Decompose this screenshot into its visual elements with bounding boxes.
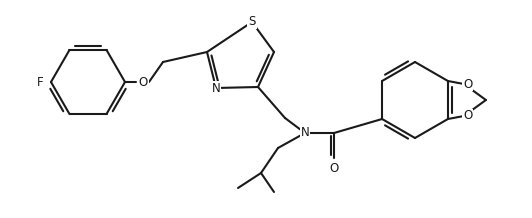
Text: O: O xyxy=(463,78,472,90)
Text: S: S xyxy=(248,15,256,29)
Text: N: N xyxy=(301,126,310,140)
Text: O: O xyxy=(463,109,472,123)
Text: O: O xyxy=(138,75,147,89)
Text: O: O xyxy=(329,162,339,174)
Text: N: N xyxy=(212,82,220,94)
Text: F: F xyxy=(37,75,43,89)
